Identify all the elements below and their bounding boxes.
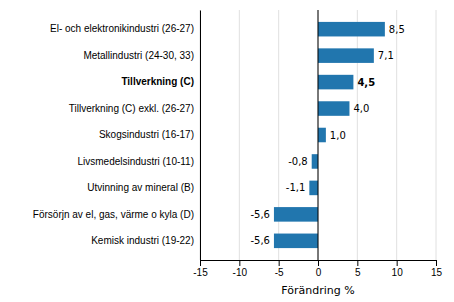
x-tick: 15 bbox=[431, 260, 443, 278]
bar bbox=[312, 154, 318, 169]
x-tick-label: 10 bbox=[392, 267, 404, 278]
y-tick-label: Metallindustri (24-30, 33) bbox=[83, 50, 194, 61]
x-tick-mark bbox=[239, 260, 240, 266]
grid-line bbox=[396, 10, 397, 260]
y-axis-line bbox=[200, 11, 201, 261]
y-tick-label: Livsmedelsindustri (10-11) bbox=[77, 156, 194, 167]
y-tick-label: Skogsindustri (16-17) bbox=[99, 129, 194, 140]
grid-line bbox=[318, 10, 319, 260]
grid-line bbox=[357, 10, 358, 260]
y-tick: Livsmedelsindustri (10-11) bbox=[77, 156, 200, 167]
y-tick-label: El- och elektronikindustri (26-27) bbox=[50, 23, 194, 34]
grid bbox=[200, 10, 436, 260]
y-tick-label: Försörjn av el, gas, värme o kyla (D) bbox=[33, 209, 194, 220]
x-tick-label: -10 bbox=[233, 267, 248, 278]
bar bbox=[318, 128, 326, 143]
bar bbox=[318, 48, 374, 63]
x-tick: 0 bbox=[316, 260, 322, 278]
grid-line bbox=[200, 10, 201, 260]
y-tick: El- och elektronikindustri (26-27) bbox=[50, 23, 200, 34]
y-tick: Tillverkning (C) bbox=[121, 76, 200, 87]
x-tick: 10 bbox=[392, 260, 404, 278]
bar bbox=[274, 234, 318, 249]
x-tick-mark bbox=[318, 260, 319, 266]
x-tick: -10 bbox=[233, 260, 248, 278]
data-label: -5,6 bbox=[250, 209, 270, 220]
x-tick: -15 bbox=[193, 260, 208, 278]
x-axis-title: Förändring % bbox=[281, 284, 354, 297]
y-tick: Tillverkning (C) exkl. (26-27) bbox=[69, 103, 200, 114]
x-tick-label: -5 bbox=[275, 267, 284, 278]
data-label: 8,5 bbox=[389, 24, 405, 35]
grid-line bbox=[278, 10, 279, 260]
data-label: 4,0 bbox=[353, 103, 369, 114]
y-tick: Försörjn av el, gas, värme o kyla (D) bbox=[33, 209, 200, 220]
data-label: -1,1 bbox=[286, 182, 306, 193]
x-tick: 5 bbox=[355, 260, 361, 278]
x-tick-mark bbox=[436, 260, 437, 266]
bar bbox=[309, 181, 318, 196]
x-axis: -15 -10 -5 0 5 10 15 bbox=[193, 260, 442, 278]
bar bbox=[318, 101, 349, 116]
data-label: 7,1 bbox=[378, 50, 394, 61]
y-tick: Kemisk industri (19-22) bbox=[91, 235, 200, 246]
bars bbox=[274, 22, 385, 248]
x-tick-mark bbox=[279, 260, 280, 266]
x-tick-label: 5 bbox=[355, 267, 361, 278]
data-label: -5,6 bbox=[250, 235, 270, 246]
x-tick-mark bbox=[200, 260, 201, 266]
zero-line bbox=[318, 10, 319, 260]
plot: -15 -10 -5 0 5 10 15 Kemisk industri (19-22) För… bbox=[33, 10, 443, 278]
y-tick-label: Utvinning av mineral (B) bbox=[87, 182, 194, 193]
grid-line bbox=[436, 10, 437, 260]
y-axis: Kemisk industri (19-22) Försörjn av el, g… bbox=[33, 11, 201, 261]
y-tick: Skogsindustri (16-17) bbox=[99, 129, 200, 140]
y-tick-label: Tillverkning (C) bbox=[121, 76, 194, 87]
data-labels: -5,6 -5,6 -1,1 -0,8 1,0 4,0 4,5 7,1 8,5 bbox=[250, 24, 404, 247]
x-tick: -5 bbox=[275, 260, 284, 278]
bar bbox=[318, 22, 385, 37]
y-tick: Utvinning av mineral (B) bbox=[87, 182, 200, 193]
x-tick-label: -15 bbox=[193, 267, 208, 278]
x-axis-line bbox=[201, 261, 437, 267]
bar bbox=[318, 75, 353, 90]
x-tick-label: 0 bbox=[316, 267, 322, 278]
grid-line bbox=[239, 10, 240, 260]
chart: -15 -10 -5 0 5 10 15 Kemisk industri (19-22) För… bbox=[0, 0, 454, 302]
y-tick: Metallindustri (24-30, 33) bbox=[83, 50, 200, 61]
x-tick-label: 15 bbox=[431, 267, 443, 278]
data-label: -0,8 bbox=[288, 156, 308, 167]
bar bbox=[274, 207, 318, 222]
data-label: 4,5 bbox=[357, 77, 375, 88]
data-label: 1,0 bbox=[330, 130, 346, 141]
x-tick-mark bbox=[357, 260, 358, 266]
x-tick-mark bbox=[397, 260, 398, 266]
y-tick-label: Kemisk industri (19-22) bbox=[91, 235, 194, 246]
y-tick-label: Tillverkning (C) exkl. (26-27) bbox=[69, 103, 194, 114]
